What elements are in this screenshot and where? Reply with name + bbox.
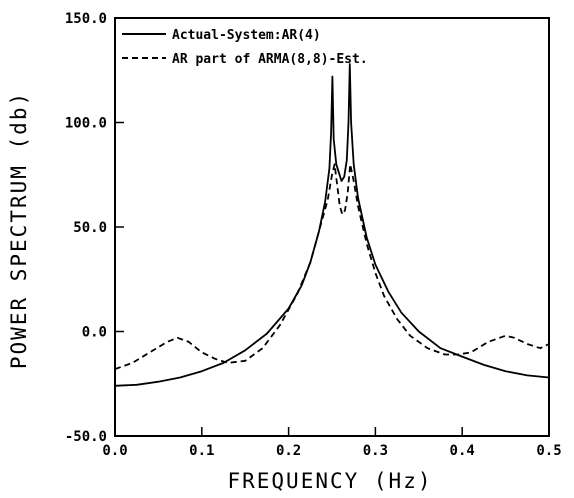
series-lines xyxy=(114,63,550,387)
y-tick-label: 50.0 xyxy=(73,220,107,236)
x-tick-label: 0.5 xyxy=(536,443,561,459)
x-tick-label: 0.2 xyxy=(276,443,301,459)
series-line-arma-estimate xyxy=(114,163,550,370)
x-axis-ticks: 0.0 0.1 0.2 0.3 0.4 0.5 xyxy=(102,427,562,459)
legend: Actual-System:AR(4) AR part of ARMA(8,8)… xyxy=(122,28,368,67)
y-tick-label: -50.0 xyxy=(65,429,107,445)
y-tick-label: 150.0 xyxy=(65,11,107,27)
legend-label-actual-system: Actual-System:AR(4) xyxy=(172,28,321,43)
x-tick-label: 0.1 xyxy=(189,443,214,459)
legend-label-arma-estimate: AR part of ARMA(8,8)-Est. xyxy=(172,52,368,67)
y-axis-title: POWER SPECTRUM (db) xyxy=(7,91,31,369)
y-tick-label: 100.0 xyxy=(65,116,107,132)
y-tick-label: 0.0 xyxy=(82,325,107,341)
series-line-actual-system xyxy=(114,63,550,387)
x-tick-label: 0.4 xyxy=(450,443,475,459)
x-tick-label: 0.3 xyxy=(363,443,388,459)
x-axis-title: FREQUENCY (Hz) xyxy=(227,469,432,493)
x-tick-label: 0.0 xyxy=(102,443,127,459)
y-axis-ticks: -50.0 0.0 50.0 100.0 150.0 xyxy=(65,11,124,445)
